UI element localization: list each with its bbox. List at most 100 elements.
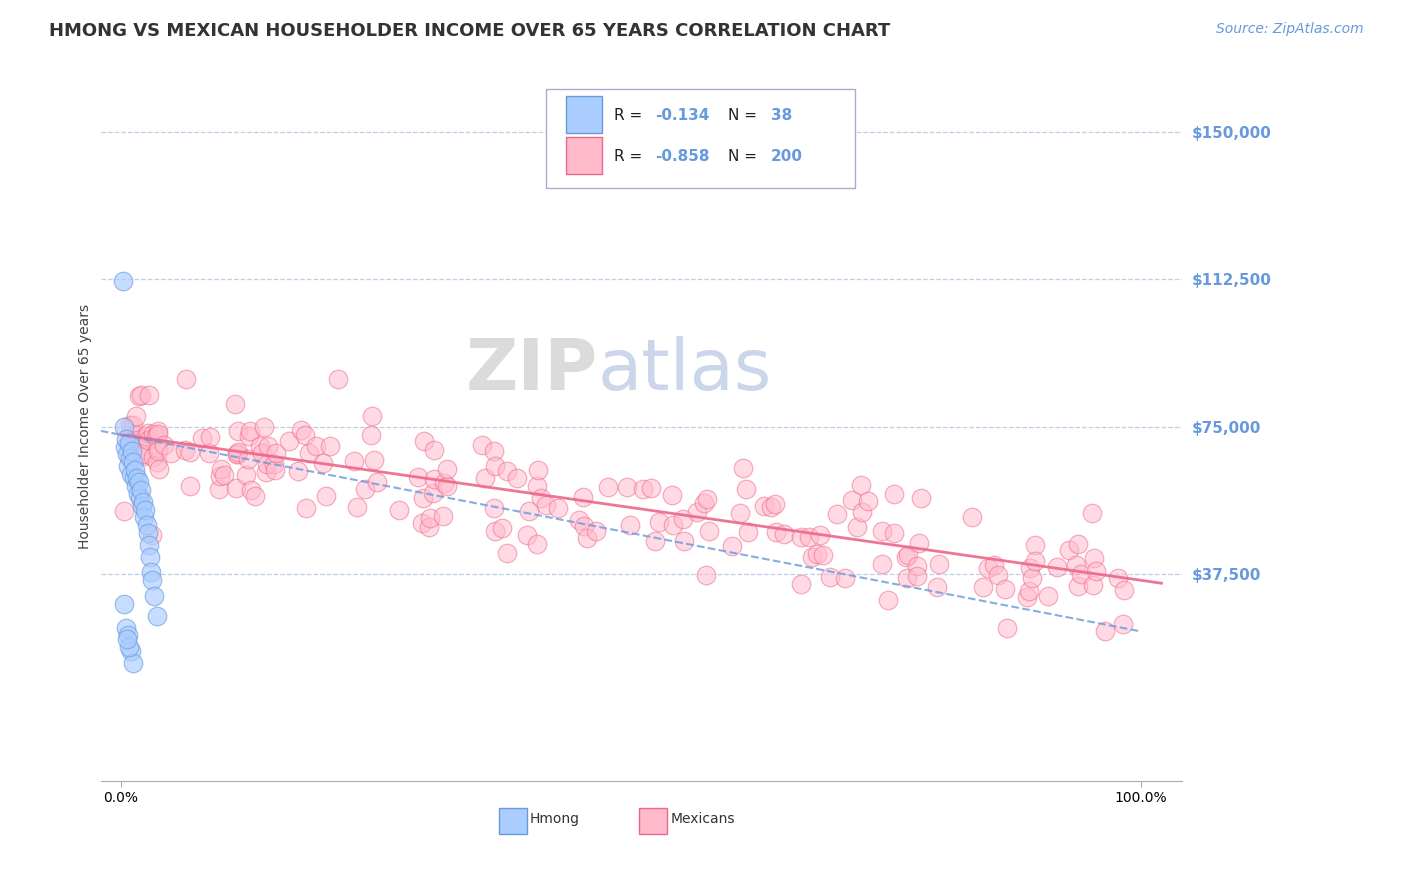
Point [672, 512, 695, 526]
Point [851, 505, 873, 519]
Point [960, 509, 983, 524]
Point [517, 504, 540, 518]
Point [148, 462, 170, 476]
Point [640, 481, 662, 495]
Point [214, 468, 236, 483]
Point [928, 557, 950, 571]
Point [148, 443, 170, 458]
Point [763, 497, 786, 511]
Point [846, 519, 869, 533]
Point [298, 446, 321, 460]
Point [240, 483, 263, 498]
Point [134, 502, 156, 516]
Point [436, 462, 458, 476]
Point [179, 445, 201, 459]
Point [121, 436, 143, 450]
Point [474, 471, 496, 485]
Point [305, 439, 328, 453]
Point [883, 486, 905, 500]
Point [153, 438, 176, 452]
Point [135, 428, 157, 442]
Point [131, 449, 153, 463]
Point [800, 550, 823, 565]
Point [575, 531, 598, 545]
Point [733, 461, 755, 475]
Point [131, 447, 153, 461]
Point [319, 439, 342, 453]
Point [145, 455, 167, 469]
Point [253, 420, 276, 434]
Point [112, 274, 135, 288]
Point [633, 482, 655, 496]
Point [354, 483, 377, 497]
Point [295, 501, 318, 516]
Point [987, 568, 1010, 582]
Point [235, 468, 257, 483]
Point [870, 524, 893, 538]
Point [808, 528, 831, 542]
Point [129, 387, 152, 401]
Point [983, 558, 1005, 572]
Point [121, 417, 143, 432]
Point [122, 471, 145, 485]
Text: HMONG VS MEXICAN HOUSEHOLDER INCOME OVER 65 YEARS CORRELATION CHART: HMONG VS MEXICAN HOUSEHOLDER INCOME OVER… [49, 22, 890, 40]
Point [173, 442, 195, 457]
Point [112, 503, 135, 517]
Point [346, 500, 368, 515]
Point [1038, 589, 1060, 603]
Point [315, 489, 337, 503]
Text: ZIP: ZIP [465, 335, 598, 405]
Point [571, 490, 593, 504]
Point [905, 558, 928, 573]
Point [536, 498, 558, 512]
Point [228, 424, 250, 438]
Point [1083, 550, 1105, 565]
Point [471, 438, 494, 452]
Point [737, 524, 759, 539]
Point [128, 475, 150, 489]
Point [423, 443, 446, 458]
Point [1057, 543, 1080, 558]
Point [482, 444, 505, 458]
Point [146, 441, 169, 455]
Text: -0.858: -0.858 [655, 149, 710, 163]
Text: 200: 200 [770, 149, 803, 163]
Point [530, 491, 553, 506]
Point [897, 549, 920, 563]
Point [122, 656, 145, 670]
Point [1019, 560, 1042, 574]
Point [619, 517, 641, 532]
Point [118, 417, 141, 432]
Point [360, 409, 382, 423]
Point [198, 446, 221, 460]
Point [927, 580, 949, 594]
Point [263, 457, 285, 471]
Point [661, 488, 683, 502]
Point [363, 453, 385, 467]
Point [249, 439, 271, 453]
Point [120, 467, 142, 482]
Point [436, 479, 458, 493]
Point [120, 451, 142, 466]
Point [1112, 582, 1135, 597]
Point [411, 516, 433, 530]
Point [138, 388, 160, 402]
Point [120, 644, 142, 658]
Point [160, 446, 183, 460]
Point [136, 433, 159, 447]
Point [117, 459, 139, 474]
Point [433, 476, 456, 491]
Point [124, 463, 146, 477]
Point [128, 441, 150, 455]
Point [408, 470, 430, 484]
Point [146, 427, 169, 442]
Point [141, 527, 163, 541]
Point [117, 628, 139, 642]
Point [484, 524, 506, 539]
Point [366, 475, 388, 489]
Point [841, 493, 863, 508]
Point [412, 491, 434, 505]
Point [856, 493, 879, 508]
Point [516, 527, 538, 541]
Point [174, 372, 197, 386]
